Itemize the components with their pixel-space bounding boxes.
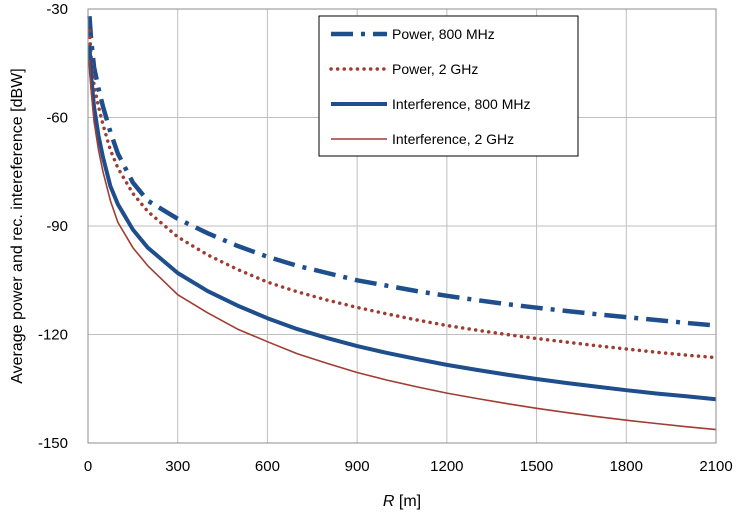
x-tick-label: 300 bbox=[165, 458, 190, 475]
x-tick-label: 1200 bbox=[430, 458, 463, 475]
x-tick-label: 0 bbox=[84, 458, 92, 475]
x-tick-labels: 0 300 600 900 1200 1500 1800 2100 bbox=[84, 458, 733, 475]
legend-label: Power, 800 MHz bbox=[392, 26, 495, 42]
y-tick-label: -150 bbox=[38, 435, 68, 452]
x-axis-variable: R bbox=[383, 493, 395, 510]
series-line-3 bbox=[88, 59, 717, 431]
y-tick-label: -120 bbox=[38, 327, 68, 344]
x-tick-label: 900 bbox=[345, 458, 370, 475]
y-tick-label: -60 bbox=[46, 110, 68, 127]
x-axis-title: R [m] bbox=[383, 493, 421, 510]
legend: Power, 800 MHz Power, 2 GHz Interference, … bbox=[318, 15, 579, 157]
y-tick-labels: -150 -120 -90 -60 -30 bbox=[38, 1, 68, 452]
x-tick-label: 1500 bbox=[520, 458, 553, 475]
legend-label: Interference, 800 MHz bbox=[392, 96, 531, 112]
y-tick-label: -90 bbox=[46, 218, 68, 235]
series-line-2 bbox=[87, 45, 717, 402]
legend-label: Interference, 2 GHz bbox=[392, 131, 514, 147]
series-layer bbox=[87, 16, 718, 431]
x-tick-label: 2100 bbox=[699, 458, 732, 475]
y-axis-title: Average power and rec. intereference [dB… bbox=[9, 68, 26, 383]
series-line-1 bbox=[87, 28, 718, 360]
x-axis-unit: [m] bbox=[394, 493, 421, 510]
x-tick-label: 600 bbox=[255, 458, 280, 475]
legend-box bbox=[318, 15, 579, 157]
plot-area bbox=[87, 8, 717, 444]
y-tick-label: -30 bbox=[46, 1, 68, 18]
legend-label: Power, 2 GHz bbox=[392, 61, 478, 77]
x-tick-label: 1800 bbox=[610, 458, 643, 475]
series-line-0 bbox=[87, 16, 717, 328]
